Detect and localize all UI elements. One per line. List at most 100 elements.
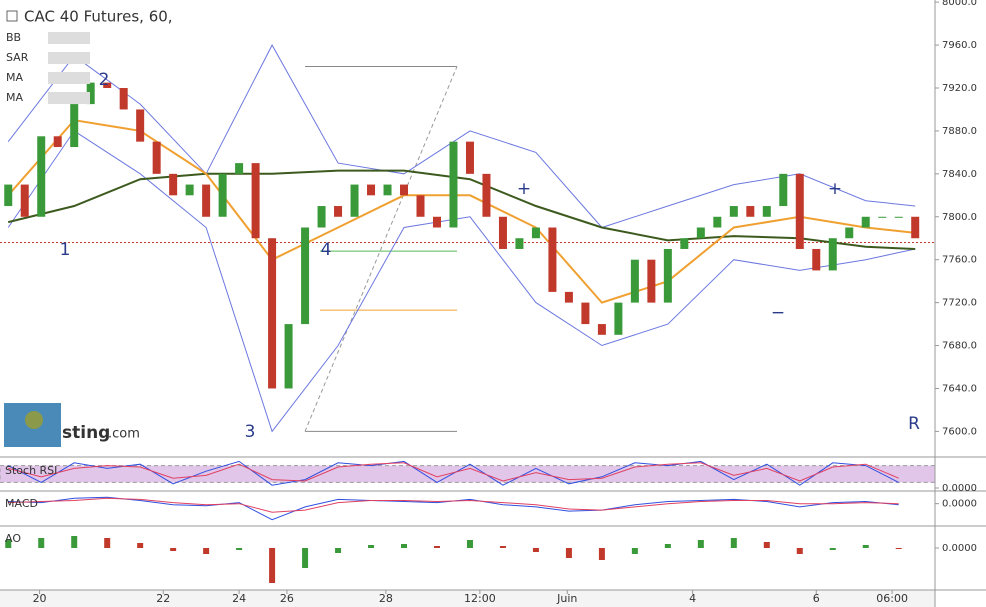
candle-body: [680, 238, 689, 249]
histogram-bar: [730, 538, 737, 548]
histogram-bar: [203, 548, 210, 554]
histogram-bar: [697, 540, 704, 548]
candle-body: [367, 184, 376, 196]
trend-line: [304, 66, 458, 432]
candle-body: [185, 184, 194, 196]
candle-body: [284, 324, 293, 389]
overlay-line: [7, 44, 916, 229]
y-tick-label: 7960.0: [942, 40, 977, 51]
candle-body: [498, 216, 507, 249]
collapse-icon[interactable]: [6, 10, 18, 22]
histogram-bar: [104, 538, 111, 548]
y-tick-label: 7600.0: [942, 426, 977, 437]
candle-body: [828, 238, 837, 271]
legend-entry: MA: [6, 91, 23, 104]
x-tick-label: 22: [156, 592, 170, 605]
legend-settings[interactable]: [48, 52, 90, 64]
candle-body: [878, 216, 887, 218]
x-tick-label: 6: [813, 592, 820, 605]
candle-body: [779, 173, 788, 207]
candle-body: [317, 206, 326, 228]
legend-entry: MA: [6, 71, 23, 84]
candle-body: [119, 87, 128, 110]
candle-body: [235, 163, 244, 174]
annotation: 2: [99, 70, 110, 90]
overlay-line: [7, 130, 916, 433]
panel-title: MACD: [5, 497, 38, 510]
candle-body: [911, 216, 920, 239]
legend-settings[interactable]: [48, 92, 90, 104]
x-tick-label: 12:00: [464, 592, 496, 605]
histogram-bar: [71, 536, 78, 548]
legend-settings[interactable]: [48, 72, 90, 84]
y-tick-label: 7800.0: [942, 212, 977, 223]
histogram-bar: [796, 548, 803, 554]
legend-settings[interactable]: [48, 32, 90, 44]
candle-body: [515, 238, 524, 249]
plot: [0, 44, 936, 583]
candle-body: [812, 248, 821, 271]
candle-body: [400, 184, 409, 196]
y-tick-label: 7680.0: [942, 341, 977, 352]
candle-body: [647, 259, 656, 303]
candle-body: [136, 109, 145, 142]
logo: sting .com: [4, 403, 140, 447]
x-axis-area: [0, 590, 935, 607]
annotation: −: [771, 303, 785, 323]
annotation: +: [828, 179, 842, 199]
y-tick-label: 7760.0: [942, 255, 977, 266]
x-tick-label: Juin: [556, 592, 577, 605]
histogram-bar: [664, 544, 671, 548]
y-tick-label: 7720.0: [942, 298, 977, 309]
candle-body: [845, 227, 854, 239]
x-tick-label: 28: [379, 592, 393, 605]
candle-body: [894, 216, 903, 218]
histogram-bar: [302, 548, 309, 568]
candle-body: [729, 206, 738, 217]
overlay-line: [7, 169, 916, 250]
x-tick-label: 24: [232, 592, 246, 605]
candle-body: [20, 184, 29, 217]
candle-body: [169, 173, 178, 196]
candle-body: [4, 184, 13, 207]
annotation: 3: [245, 422, 256, 442]
x-tick-label: 20: [33, 592, 47, 605]
histogram-bar: [335, 548, 342, 553]
candle-body: [581, 302, 590, 325]
candle-body: [334, 206, 343, 217]
candle-body: [630, 259, 639, 303]
histogram-bar: [38, 538, 45, 548]
legend-entry: SAR: [6, 51, 29, 64]
candle-body: [152, 141, 161, 174]
candle-body: [861, 216, 870, 228]
histogram-bar: [401, 544, 408, 548]
candle-body: [432, 216, 441, 228]
candle-body: [482, 173, 491, 217]
candle-body: [37, 136, 46, 217]
histogram-bar: [466, 540, 473, 548]
candle-body: [86, 82, 95, 105]
x-tick-label: 4: [689, 592, 696, 605]
candle-body: [416, 195, 425, 217]
candle-body: [53, 136, 62, 148]
histogram-bar: [499, 546, 506, 548]
candle-body: [465, 141, 474, 174]
y-tick-label: 7920.0: [942, 83, 977, 94]
histogram-bar: [829, 548, 836, 550]
candle-body: [746, 206, 755, 217]
indicator-line: [8, 497, 899, 513]
candle-body: [268, 238, 277, 389]
histogram-bar: [763, 542, 770, 548]
candle-body: [795, 173, 804, 249]
histogram-bar: [631, 548, 638, 554]
candle-body: [696, 227, 705, 239]
y-tick-label: 7880.0: [942, 126, 977, 137]
indicator-line: [8, 462, 899, 482]
histogram-bar: [433, 546, 440, 548]
y-tick-label: 7840.0: [942, 169, 977, 180]
histogram-bar: [598, 548, 605, 560]
candle-body: [663, 248, 672, 303]
y-tick-label: 0.0000: [942, 543, 977, 554]
histogram-bar: [862, 545, 869, 548]
